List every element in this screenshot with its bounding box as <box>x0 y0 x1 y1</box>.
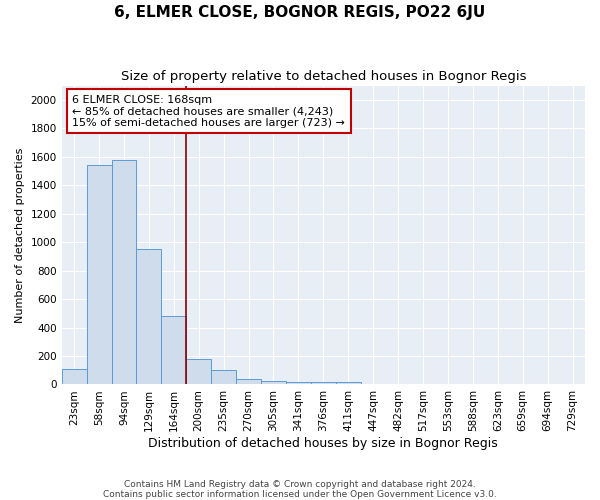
Bar <box>286 382 311 384</box>
Bar <box>62 369 86 384</box>
X-axis label: Distribution of detached houses by size in Bognor Regis: Distribution of detached houses by size … <box>148 437 498 450</box>
Y-axis label: Number of detached properties: Number of detached properties <box>15 148 25 322</box>
Bar <box>161 316 186 384</box>
Bar <box>336 382 361 384</box>
Bar <box>86 166 112 384</box>
Bar <box>236 379 261 384</box>
Bar <box>186 359 211 384</box>
Text: Contains HM Land Registry data © Crown copyright and database right 2024.
Contai: Contains HM Land Registry data © Crown c… <box>103 480 497 499</box>
Bar <box>136 249 161 384</box>
Bar <box>112 160 136 384</box>
Bar <box>261 381 286 384</box>
Bar <box>211 370 236 384</box>
Bar <box>311 382 336 384</box>
Text: 6 ELMER CLOSE: 168sqm
← 85% of detached houses are smaller (4,243)
15% of semi-d: 6 ELMER CLOSE: 168sqm ← 85% of detached … <box>72 94 345 128</box>
Text: 6, ELMER CLOSE, BOGNOR REGIS, PO22 6JU: 6, ELMER CLOSE, BOGNOR REGIS, PO22 6JU <box>115 5 485 20</box>
Title: Size of property relative to detached houses in Bognor Regis: Size of property relative to detached ho… <box>121 70 526 83</box>
